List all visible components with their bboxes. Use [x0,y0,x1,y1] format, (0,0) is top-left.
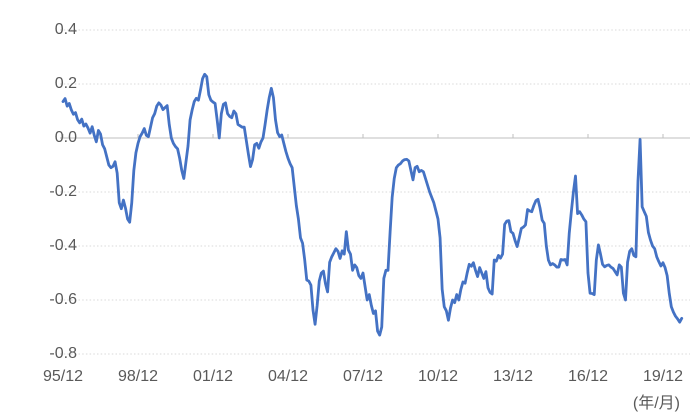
x-axis-tick-label: 95/12 [42,368,84,385]
x-axis-unit-label: (年/月) [632,395,680,412]
y-axis-tick-label: -0.6 [49,291,77,308]
x-axis-tick-label: 19/12 [642,368,683,385]
y-axis-tick-label: -0.2 [49,183,77,200]
x-axis-tick-label: 07/12 [342,368,383,385]
x-axis-tick-label: 13/12 [492,368,533,385]
x-axis-tick-label: 10/12 [417,368,458,385]
y-axis-tick-label: -0.4 [49,237,77,254]
data-line [61,72,684,337]
x-axis-tick-label: 01/12 [192,368,233,385]
x-axis-tick-label: 04/12 [267,368,308,385]
x-axis-tick-label: 16/12 [567,368,608,385]
y-axis-tick-label: 0.0 [54,129,77,146]
y-axis-tick-label: 0.4 [54,21,77,38]
y-axis-tick-label: -0.8 [49,345,77,362]
y-axis-tick-label: 0.2 [54,75,77,92]
x-axis-tick-label: 98/12 [117,368,158,385]
